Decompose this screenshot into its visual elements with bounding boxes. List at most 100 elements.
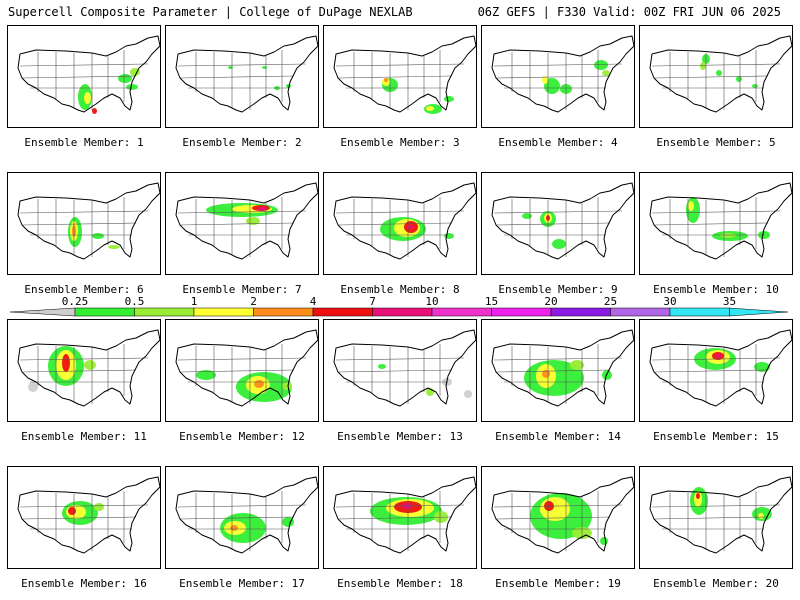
legend-tick-label: 20 bbox=[544, 296, 557, 308]
scp-contour bbox=[752, 84, 758, 88]
coastline bbox=[17, 182, 160, 260]
ensemble-member-map bbox=[7, 466, 161, 569]
state-border bbox=[335, 504, 465, 508]
ensemble-member-label: Ensemble Member: 17 bbox=[179, 577, 305, 590]
scp-contour bbox=[282, 382, 292, 390]
scp-contour bbox=[426, 106, 434, 111]
ensemble-member-map bbox=[165, 172, 319, 275]
state-border bbox=[337, 222, 453, 226]
state-border bbox=[653, 222, 769, 226]
scp-contour bbox=[600, 537, 608, 545]
ensemble-member-map bbox=[639, 319, 793, 422]
scp-contour bbox=[696, 493, 700, 499]
coastline bbox=[491, 476, 634, 554]
color-legend: 0.25 0.5 1 2 4 7 10 15 20 25 30 35 bbox=[10, 296, 789, 317]
ensemble-member-label: Ensemble Member: 6 bbox=[24, 283, 144, 296]
state-border bbox=[19, 63, 149, 67]
ensemble-member-label: Ensemble Member: 10 bbox=[653, 283, 779, 296]
state-border bbox=[21, 222, 137, 226]
us-map bbox=[175, 35, 318, 113]
state-border bbox=[177, 357, 307, 361]
state-border bbox=[653, 75, 769, 79]
state-border bbox=[19, 210, 149, 214]
ensemble-member-label: Ensemble Member: 13 bbox=[337, 430, 463, 443]
coastline bbox=[175, 182, 318, 260]
coastline bbox=[649, 476, 792, 554]
coastline bbox=[333, 329, 476, 407]
us-map bbox=[649, 476, 792, 554]
ensemble-member-label: Ensemble Member: 3 bbox=[340, 136, 460, 149]
coastline bbox=[649, 329, 792, 407]
scp-contour bbox=[464, 390, 472, 398]
scp-contour bbox=[84, 360, 96, 370]
state-border bbox=[21, 369, 137, 373]
scp-contour bbox=[258, 207, 266, 211]
legend-tick-label: 30 bbox=[663, 296, 676, 308]
scp-contour bbox=[720, 233, 736, 238]
us-map bbox=[333, 329, 476, 407]
scp-contour bbox=[92, 233, 104, 239]
state-border bbox=[21, 516, 137, 520]
run-valid-time: 06Z GEFS | F330 Valid: 00Z FRI JUN 06 20… bbox=[477, 5, 781, 19]
state-border bbox=[335, 210, 465, 214]
legend-swatch bbox=[253, 307, 314, 317]
scp-contour bbox=[118, 74, 132, 83]
state-border bbox=[651, 357, 781, 361]
ensemble-member-label: Ensemble Member: 18 bbox=[337, 577, 463, 590]
ensemble-member-label: Ensemble Member: 4 bbox=[498, 136, 618, 149]
ensemble-member-map bbox=[481, 466, 635, 569]
ensemble-member-label: Ensemble Member: 1 bbox=[24, 136, 144, 149]
legend-swatch bbox=[491, 307, 552, 317]
us-map bbox=[649, 182, 792, 260]
state-border bbox=[653, 516, 769, 520]
scp-contour bbox=[444, 96, 454, 102]
scp-contour bbox=[246, 217, 260, 225]
legend-swatch bbox=[550, 307, 611, 317]
scp-contour bbox=[542, 76, 548, 84]
coastline bbox=[17, 329, 160, 407]
ensemble-member-map bbox=[165, 25, 319, 128]
us-map bbox=[333, 35, 476, 114]
state-border bbox=[651, 504, 781, 508]
legend-swatch bbox=[193, 307, 254, 317]
scp-contour bbox=[408, 225, 414, 229]
legend-swatch bbox=[669, 307, 730, 317]
ensemble-member-label: Ensemble Member: 2 bbox=[182, 136, 302, 149]
state-border bbox=[651, 63, 781, 67]
legend-tick-label: 4 bbox=[310, 296, 317, 308]
ensemble-member-label: Ensemble Member: 11 bbox=[21, 430, 147, 443]
legend-extend-low bbox=[10, 307, 76, 317]
state-border bbox=[495, 222, 611, 226]
legend-swatch bbox=[610, 307, 671, 317]
legend-swatch bbox=[431, 307, 492, 317]
state-border bbox=[337, 369, 453, 373]
legend-swatch bbox=[372, 307, 433, 317]
us-map bbox=[333, 182, 476, 260]
ensemble-member-label: Ensemble Member: 14 bbox=[495, 430, 621, 443]
ensemble-member-map bbox=[323, 25, 477, 128]
ensemble-member-map bbox=[165, 319, 319, 422]
ensemble-member-map bbox=[639, 172, 793, 275]
ensemble-member-map bbox=[481, 319, 635, 422]
state-border bbox=[179, 75, 295, 79]
legend-tick-label: 7 bbox=[369, 296, 376, 308]
ensemble-member-map bbox=[7, 25, 161, 128]
legend-tick-label: 0.5 bbox=[125, 296, 145, 308]
us-map bbox=[17, 329, 160, 407]
coastline bbox=[175, 476, 318, 554]
legend-tick-label: 25 bbox=[604, 296, 617, 308]
legend-tick-label: 2 bbox=[250, 296, 257, 308]
state-border bbox=[493, 63, 623, 67]
scp-contour bbox=[62, 354, 70, 372]
us-map bbox=[17, 476, 160, 554]
coastline bbox=[649, 182, 792, 260]
scp-contour bbox=[196, 370, 216, 380]
us-map bbox=[333, 476, 476, 554]
scp-contour bbox=[282, 517, 294, 527]
state-border bbox=[651, 210, 781, 214]
ensemble-member-label: Ensemble Member: 15 bbox=[653, 430, 779, 443]
state-border bbox=[177, 210, 307, 214]
scp-contour bbox=[540, 497, 570, 521]
scp-contour bbox=[28, 382, 38, 392]
state-border bbox=[21, 75, 137, 79]
